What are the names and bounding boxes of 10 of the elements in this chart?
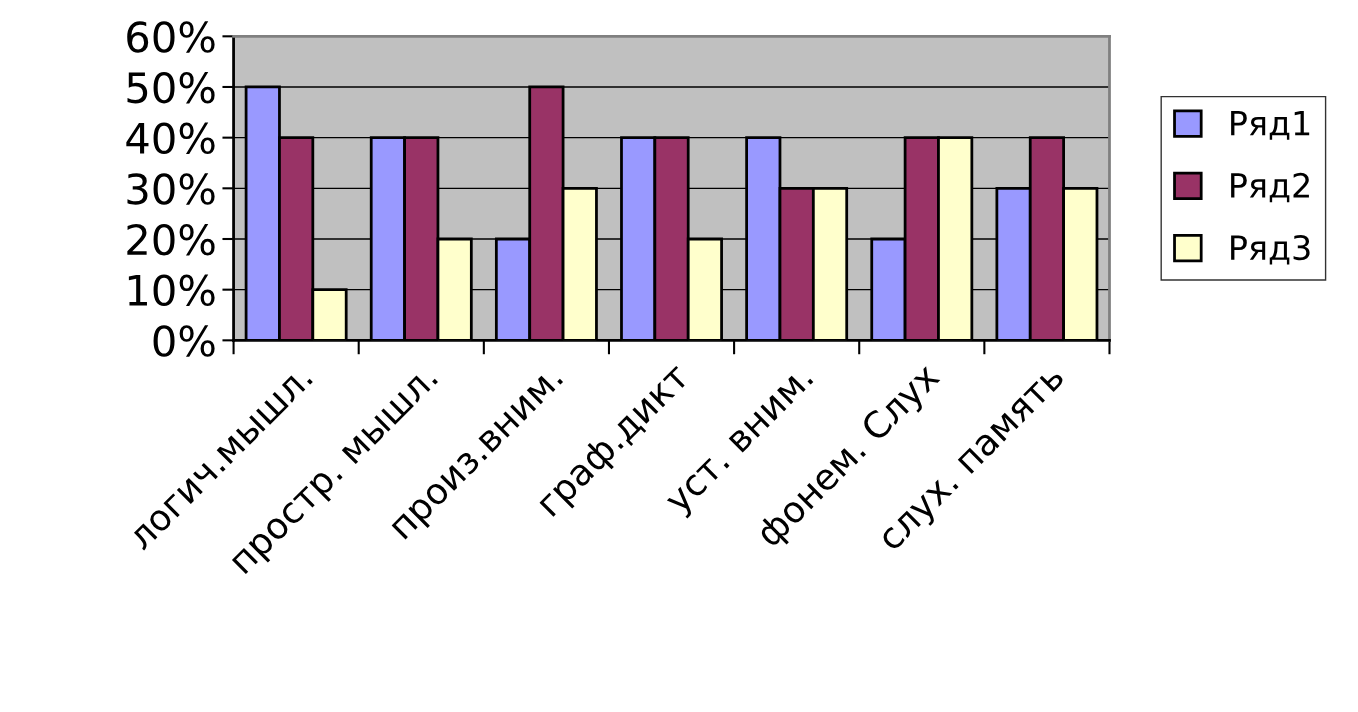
y-tick-label: 60% (127, 21, 215, 53)
y-tick-label: 10% (128, 274, 215, 307)
y-tick-label: 0% (153, 325, 215, 357)
legend-label: Ряд2 (1231, 172, 1309, 203)
y-tick-label: 40% (126, 122, 215, 155)
y-tick-label: 20% (127, 223, 215, 256)
y-tick-label: 50% (127, 71, 215, 104)
legend-label: Ряд1 (1231, 110, 1310, 140)
y-tick-label: 30% (127, 173, 215, 205)
legend-label: Ряд3 (1231, 235, 1310, 265)
